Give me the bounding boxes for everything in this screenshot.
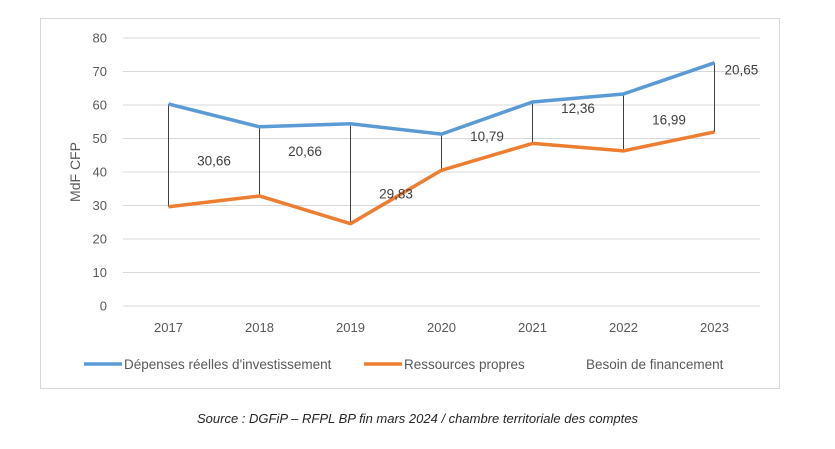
- data-label-besoin: 29,83: [379, 187, 413, 202]
- data-label-besoin: 20,66: [288, 144, 322, 159]
- y-tick-label: 80: [93, 31, 107, 46]
- data-label-besoin: 10,79: [470, 129, 504, 144]
- data-label-besoin: 30,66: [197, 153, 231, 168]
- y-tick-labels: 0 10 20 30 40 50 60 70 80: [93, 31, 107, 314]
- legend: Dépenses réelles d'investissement Ressou…: [84, 357, 724, 372]
- data-labels: 30,66 20,66 29,83 10,79 12,36 16,99 20,65: [197, 63, 758, 202]
- x-tick-label: 2023: [700, 320, 729, 335]
- y-tick-label: 0: [100, 299, 107, 314]
- x-tick-labels: 2017 2018 2019 2020 2021 2022 2023: [154, 320, 729, 335]
- y-tick-label: 50: [93, 131, 107, 146]
- data-label-besoin: 20,65: [725, 63, 759, 78]
- series-lines: [168, 61, 716, 226]
- y-tick-label: 60: [93, 98, 107, 113]
- x-tick-label: 2019: [336, 320, 365, 335]
- x-tick-label: 2017: [154, 320, 183, 335]
- x-tick-label: 2018: [245, 320, 274, 335]
- y-tick-label: 30: [93, 198, 107, 213]
- legend-label-besoin: Besoin de financement: [586, 357, 724, 372]
- y-tick-label: 20: [93, 232, 107, 247]
- x-tick-label: 2022: [609, 320, 638, 335]
- series-line-ressources: [168, 130, 715, 226]
- data-label-besoin: 16,99: [652, 113, 686, 128]
- legend-label-depenses: Dépenses réelles d'investissement: [124, 357, 332, 372]
- y-tick-label: 10: [93, 265, 107, 280]
- x-tick-label: 2021: [518, 320, 547, 335]
- legend-label-ressources: Ressources propres: [404, 357, 525, 372]
- y-tick-label: 40: [93, 165, 107, 180]
- y-axis-label: MdF CFP: [67, 142, 83, 202]
- series-line-depenses: [168, 61, 716, 136]
- y-tick-label: 70: [93, 64, 107, 79]
- x-tick-label: 2020: [427, 320, 456, 335]
- source-caption: Source : DGFiP – RFPL BP fin mars 2024 /…: [197, 411, 638, 426]
- drop-lines: [168, 62, 715, 224]
- data-label-besoin: 12,36: [561, 101, 595, 116]
- chart-frame: [40, 18, 780, 389]
